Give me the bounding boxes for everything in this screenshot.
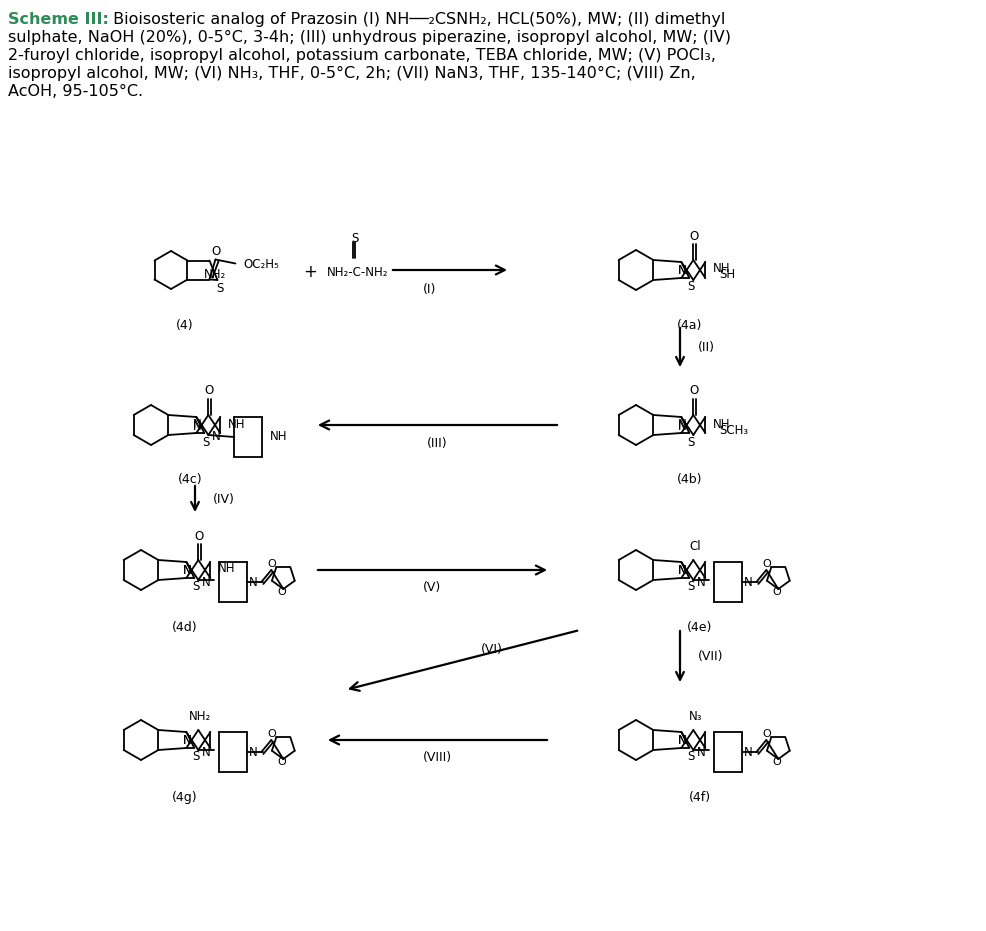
Text: NH₂-C-NH₂: NH₂-C-NH₂: [327, 265, 388, 278]
Text: (4f): (4f): [689, 791, 711, 804]
Text: NH: NH: [270, 430, 288, 443]
Text: (VIII): (VIII): [422, 751, 452, 764]
Text: O: O: [689, 230, 699, 242]
Text: N: N: [697, 575, 706, 588]
Text: O: O: [267, 559, 276, 569]
Text: N: N: [678, 419, 686, 431]
Text: N: N: [678, 563, 686, 576]
Text: N: N: [744, 575, 752, 588]
Text: NH: NH: [713, 417, 731, 430]
Text: O: O: [277, 587, 286, 597]
Text: (4a): (4a): [677, 318, 703, 331]
Text: N: N: [697, 746, 706, 759]
Text: sulphate, NaOH (20%), 0-5°C, 3-4h; (III) unhydrous piperazine, isopropyl alcohol: sulphate, NaOH (20%), 0-5°C, 3-4h; (III)…: [8, 30, 731, 45]
Text: S: S: [203, 436, 210, 449]
Text: O: O: [772, 587, 781, 597]
Text: N: N: [678, 734, 686, 747]
Text: N: N: [193, 419, 202, 431]
Text: S: S: [192, 581, 200, 593]
Text: N: N: [202, 575, 211, 588]
Text: NH: NH: [229, 417, 246, 430]
Text: O: O: [277, 757, 286, 767]
Text: O: O: [762, 729, 771, 739]
Text: O: O: [267, 729, 276, 739]
Text: (4g): (4g): [173, 791, 198, 804]
Text: N: N: [248, 575, 257, 588]
Text: N: N: [202, 746, 211, 759]
Text: NH: NH: [713, 263, 731, 276]
Text: AcOH, 95-105°C.: AcOH, 95-105°C.: [8, 84, 143, 99]
Text: S: S: [351, 232, 359, 245]
Text: N: N: [183, 563, 191, 576]
Text: O: O: [205, 385, 214, 398]
Text: S: S: [687, 581, 695, 593]
Text: (VII): (VII): [698, 650, 724, 663]
Text: SH: SH: [720, 268, 736, 281]
Text: isopropyl alcohol, MW; (VI) NH₃, THF, 0-5°C, 2h; (VII) NaN3, THF, 135-140°C; (VI: isopropyl alcohol, MW; (VI) NH₃, THF, 0-…: [8, 66, 696, 81]
Text: (VI): (VI): [481, 643, 503, 656]
Text: (III): (III): [427, 437, 448, 450]
Text: +: +: [303, 263, 317, 281]
Text: (V): (V): [423, 582, 441, 595]
Text: Scheme III:: Scheme III:: [8, 12, 108, 27]
Text: N: N: [212, 429, 221, 442]
Text: N: N: [183, 735, 191, 748]
Text: (IV): (IV): [213, 492, 235, 506]
Text: (4c): (4c): [177, 474, 202, 487]
Text: N: N: [678, 263, 686, 277]
Text: O: O: [212, 245, 221, 258]
Text: N: N: [183, 734, 191, 747]
Text: S: S: [687, 750, 695, 763]
Text: N: N: [248, 746, 257, 759]
Text: (II): (II): [698, 341, 715, 354]
Text: SCH₃: SCH₃: [720, 424, 748, 437]
Text: Cl: Cl: [689, 539, 701, 552]
Text: N: N: [678, 564, 686, 577]
Text: (4e): (4e): [687, 622, 713, 635]
Text: (4b): (4b): [677, 474, 703, 487]
Text: N: N: [678, 420, 686, 433]
Text: NH₂: NH₂: [204, 268, 227, 281]
Text: S: S: [687, 436, 695, 449]
Text: (I): (I): [423, 284, 437, 296]
Text: OC₂H₅: OC₂H₅: [244, 258, 279, 271]
Text: O: O: [194, 530, 204, 543]
Text: O: O: [772, 757, 781, 767]
Text: NH₂: NH₂: [189, 709, 211, 722]
Text: O: O: [762, 559, 771, 569]
Text: S: S: [216, 282, 223, 295]
Text: O: O: [689, 385, 699, 398]
Text: N: N: [193, 420, 202, 433]
Text: Bioisosteric analog of Prazosin (I) NH──₂CSNH₂, HCL(50%), MW; (II) dimethyl: Bioisosteric analog of Prazosin (I) NH──…: [108, 12, 726, 27]
Text: N₃: N₃: [688, 709, 702, 722]
Text: N: N: [744, 746, 752, 759]
Text: (4d): (4d): [173, 622, 198, 635]
Text: (4): (4): [176, 318, 194, 331]
Text: S: S: [192, 750, 200, 763]
Text: N: N: [678, 264, 686, 277]
Text: N: N: [678, 735, 686, 748]
Text: NH: NH: [218, 562, 236, 575]
Text: 2-furoyl chloride, isopropyl alcohol, potassium carbonate, TEBA chloride, MW; (V: 2-furoyl chloride, isopropyl alcohol, po…: [8, 48, 716, 63]
Text: S: S: [687, 280, 695, 293]
Text: N: N: [183, 564, 191, 577]
